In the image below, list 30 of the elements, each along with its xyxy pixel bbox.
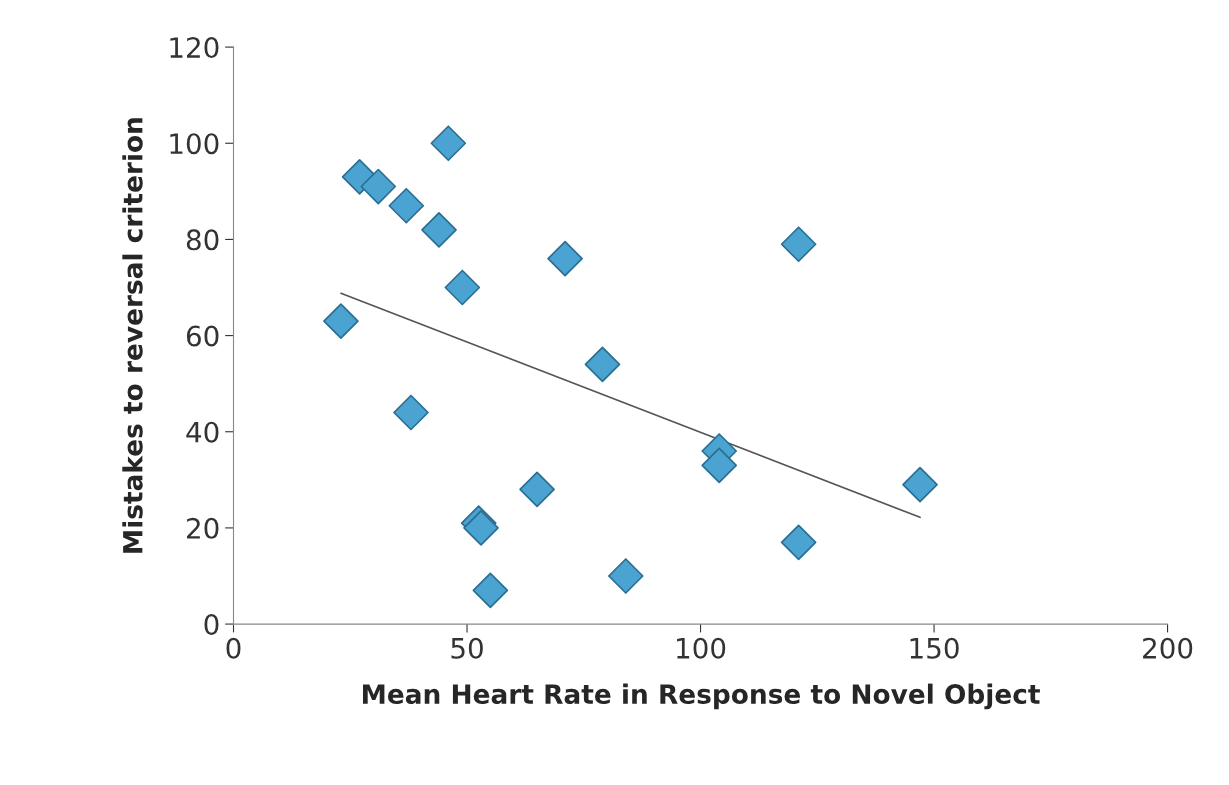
x-tick-label: 0 (226, 637, 241, 659)
point (780, 226, 817, 263)
x-tick-label: 100 (677, 637, 726, 659)
point (360, 168, 397, 205)
y-axis-title: Mistakes to reversal criterion (122, 118, 143, 553)
y-tick-label: 100 (170, 133, 219, 155)
y-tick-label: 20 (187, 517, 219, 539)
point (519, 471, 555, 508)
point (547, 240, 583, 277)
y-tick-label: 0 (204, 614, 219, 636)
point (430, 125, 467, 162)
point (902, 466, 938, 503)
y-tick-label: 40 (186, 421, 219, 443)
point (323, 303, 359, 340)
x-tick-label: 150 (910, 637, 959, 659)
point (388, 187, 425, 224)
x-tick-label: 200 (1143, 637, 1193, 659)
y-tick-label: 60 (186, 325, 219, 347)
y-tick-label: 120 (170, 37, 219, 59)
point (444, 269, 481, 306)
x-axis-title: Mean Heart Rate in Response to Novel Object (363, 683, 1040, 710)
point (421, 211, 457, 248)
point (584, 346, 621, 383)
point (701, 447, 738, 484)
point (472, 572, 509, 609)
x-tick-label: 50 (451, 637, 483, 659)
point (607, 558, 644, 594)
y-tick-label: 80 (186, 229, 219, 251)
point (780, 524, 817, 561)
point (393, 394, 429, 431)
